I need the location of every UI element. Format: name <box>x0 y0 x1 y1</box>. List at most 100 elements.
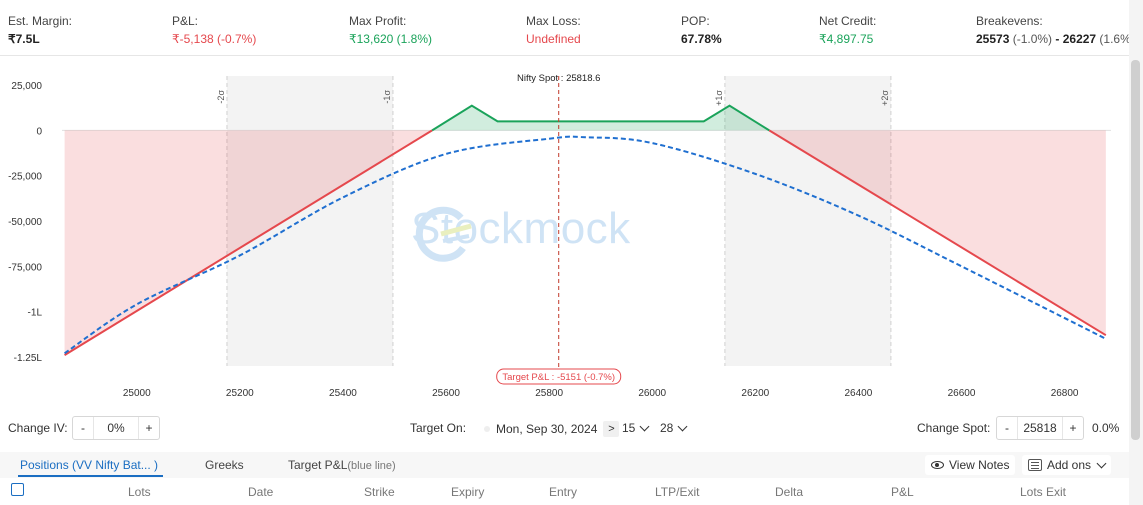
breakevens-label: Breakevens: <box>976 14 1043 28</box>
minute-select[interactable]: 28 <box>660 421 688 435</box>
tab-greeks[interactable]: Greeks <box>205 458 244 472</box>
pnl-label: P&L: <box>172 14 199 28</box>
target-pl-label: Target P&L : -5151 (-0.7%) <box>502 372 615 383</box>
positions-tabs: Positions (VV Nifty Bat... ) Greeks Targ… <box>0 452 1129 478</box>
spot-input[interactable] <box>1017 417 1063 439</box>
max-profit-value: ₹13,620 <box>349 32 394 46</box>
hour-select[interactable]: 15 <box>622 421 650 435</box>
x-tick-label: 25800 <box>535 388 563 399</box>
view-notes-label: View Notes <box>949 458 1010 472</box>
net-credit-stat: Net Credit: ₹4,897.75 <box>819 14 876 46</box>
view-notes-button[interactable]: View Notes <box>925 455 1016 475</box>
spot-stepper: - + <box>996 416 1084 440</box>
target-date-value[interactable]: Mon, Sep 30, 2024 <box>496 422 598 436</box>
x-tick-label: 26400 <box>845 388 873 399</box>
breakeven-upper: - 26227 <box>1055 32 1097 46</box>
eye-icon <box>931 461 944 469</box>
column-header-ltp-exit[interactable]: LTP/Exit <box>655 485 700 499</box>
column-header-lots[interactable]: Lots <box>128 485 151 499</box>
spot-increase-button[interactable]: + <box>1069 421 1077 435</box>
expiry-profit-line <box>431 104 770 132</box>
profit-area <box>432 105 770 131</box>
spot-decrease-button[interactable]: - <box>1005 421 1009 435</box>
pnl-value: ₹-5,138 <box>172 32 214 46</box>
positions-table-header: Lots Date Strike Expiry Entry LTP/Exit D… <box>0 479 1129 505</box>
stockmock-watermark: Stockmock <box>411 204 631 262</box>
expiry-loss-line-right <box>768 129 1107 337</box>
payoff-chart: Stockmock -2σ -1σ +1σ +2σ 25,000 0 -25,000 -50,… <box>0 56 1129 408</box>
column-header-date[interactable]: Date <box>248 485 274 499</box>
est-margin-stat: Est. Margin: ₹7.5L <box>8 14 72 46</box>
page-scrollbar-thumb[interactable] <box>1131 60 1140 440</box>
x-tick-label: 25600 <box>432 388 460 399</box>
pop-stat: POP: 67.78% <box>681 14 722 46</box>
next-date-button[interactable]: > <box>603 421 620 437</box>
sliders-icon <box>1028 459 1042 471</box>
chevron-down-icon <box>677 421 688 431</box>
tab-positions[interactable]: Positions (VV Nifty Bat... ) <box>20 458 159 472</box>
tab-target-pl[interactable]: Target P&L(blue line) <box>288 458 396 472</box>
target-date-picker[interactable]: Mon, Sep 30, 2024 > <box>484 421 620 437</box>
column-header-expiry[interactable]: Expiry <box>451 485 485 499</box>
column-header-delta[interactable]: Delta <box>775 485 804 499</box>
select-all-checkbox[interactable] <box>11 483 24 496</box>
max-loss-stat: Max Loss: Undefined <box>526 14 581 46</box>
est-margin-value: ₹7.5L <box>8 32 40 46</box>
net-credit-value: ₹4,897.75 <box>819 32 874 46</box>
minute-value: 28 <box>660 421 674 435</box>
pop-value: 67.78% <box>681 32 722 46</box>
breakeven-upper-percent: (1.6%) <box>1096 32 1135 46</box>
payoff-chart-svg: -2σ -1σ +1σ +2σ 25,000 0 -25,000 -50,000 -75,000… <box>8 73 1111 399</box>
x-tick-label: 25200 <box>226 388 254 399</box>
summary-bar: Est. Margin: ₹7.5L P&L: ₹-5,138 (-0.7%) … <box>0 0 1135 56</box>
y-tick-label: -1.25L <box>14 353 43 364</box>
chevron-down-icon <box>1096 458 1107 468</box>
breakevens-stat: Breakevens: 25573 (-1.0%) - 26227 (1.6%) <box>976 14 1135 46</box>
spot-change-percent: 0.0% <box>1092 421 1120 435</box>
net-credit-label: Net Credit: <box>819 14 877 28</box>
column-header-strike[interactable]: Strike <box>364 485 395 499</box>
simulation-controls: Change IV: - + Target On: Mon, Sep 30, 2… <box>0 413 1129 443</box>
x-tick-label: 26200 <box>741 388 769 399</box>
sigma-label: -2σ <box>216 90 226 104</box>
x-tick-label: 26600 <box>948 388 976 399</box>
y-tick-label: -1L <box>28 308 43 319</box>
column-header-entry[interactable]: Entry <box>549 485 578 499</box>
active-tab-indicator <box>18 475 163 477</box>
chevron-down-icon <box>639 421 650 431</box>
pnl-percent: (-0.7%) <box>213 32 257 46</box>
iv-decrease-button[interactable]: - <box>81 421 85 435</box>
iv-input[interactable] <box>93 417 139 439</box>
breakeven-lower: 25573 <box>976 32 1010 46</box>
stockmock-logo-icon <box>415 206 472 262</box>
x-tick-label: 25400 <box>329 388 357 399</box>
sigma-band-upper <box>724 76 891 366</box>
column-header-pnl[interactable]: P&L <box>891 485 914 499</box>
x-tick-label: 26000 <box>638 388 666 399</box>
x-tick-label: 25000 <box>123 388 151 399</box>
add-ons-button[interactable]: Add ons <box>1022 455 1112 475</box>
breakeven-lower-percent: (-1.0%) <box>1009 32 1056 46</box>
expiry-loss-line-left <box>64 129 433 356</box>
est-margin-label: Est. Margin: <box>8 14 73 28</box>
y-tick-label: -75,000 <box>8 262 42 273</box>
date-dot-icon <box>484 426 490 432</box>
sigma-band-lower <box>226 76 393 366</box>
x-tick-label: 26800 <box>1051 388 1079 399</box>
add-ons-label: Add ons <box>1047 458 1092 472</box>
sigma-label: -1σ <box>382 90 392 104</box>
max-profit-label: Max Profit: <box>349 14 407 28</box>
y-tick-label: -25,000 <box>8 172 42 183</box>
hour-value: 15 <box>622 421 636 435</box>
sigma-label: +1σ <box>714 90 724 106</box>
max-loss-label: Max Loss: <box>526 14 581 28</box>
change-spot-label: Change Spot: <box>917 421 991 435</box>
y-tick-label: -50,000 <box>8 217 42 228</box>
y-tick-label: 0 <box>36 126 42 137</box>
iv-increase-button[interactable]: + <box>145 421 153 435</box>
tab-target-pl-label: Target P&L <box>288 458 348 472</box>
pnl-stat: P&L: ₹-5,138 (-0.7%) <box>172 14 256 46</box>
target-pl-curve <box>64 135 1107 355</box>
column-header-lots-exit[interactable]: Lots Exit <box>1020 485 1067 499</box>
change-iv-label: Change IV: <box>8 421 68 435</box>
